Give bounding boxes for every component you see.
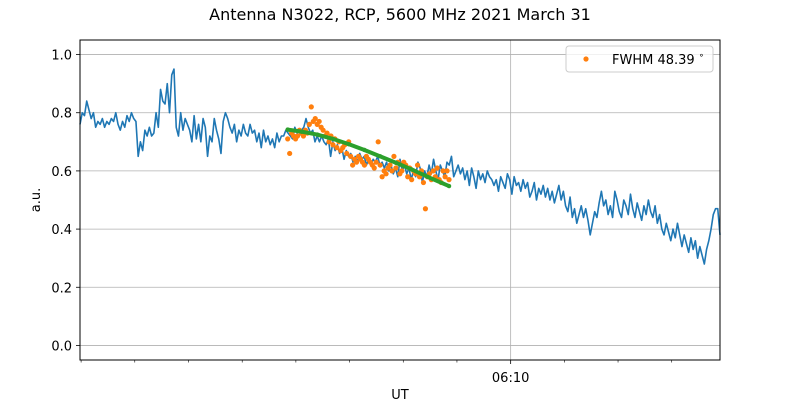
scatter-point-fwhm	[316, 118, 322, 125]
scatter-point-fwhm	[353, 159, 360, 165]
scatter-point-fwhm	[405, 174, 411, 180]
scatter-point-fwhm	[434, 165, 440, 171]
y-tick-label: 1.0	[51, 49, 72, 64]
fit-point	[393, 160, 399, 165]
fit-point	[330, 136, 336, 142]
fit-point	[362, 147, 367, 153]
scatter-point-fwhm	[444, 168, 450, 174]
scatter-point-fwhm	[312, 115, 318, 122]
scatter-point-fwhm	[371, 165, 377, 171]
fit-point	[377, 154, 383, 159]
scatter-point-fwhm	[442, 174, 448, 180]
scatter-point-fwhm	[383, 171, 389, 177]
scatter-point-fwhm	[306, 121, 312, 127]
scatter-point-fwhm	[422, 206, 429, 212]
scatter-point-fwhm	[420, 179, 427, 186]
x-axis-label: UT	[391, 388, 409, 400]
y-tick-label: 0.4	[51, 223, 72, 238]
scatter-point-fwhm	[387, 162, 393, 168]
scatter-point-fwhm	[308, 104, 314, 110]
y-tick-label: 0.2	[51, 281, 72, 296]
y-tick-label: 0.8	[51, 107, 72, 122]
scatter-point-fwhm	[344, 150, 350, 157]
series-layer	[79, 68, 721, 265]
scatter-point-fwhm	[324, 130, 330, 136]
scatter-point-fwhm	[294, 133, 301, 139]
scatter-point-fwhm	[379, 174, 385, 180]
scatter-point-fwhm	[414, 162, 421, 168]
fit-point	[346, 141, 351, 147]
fit-point	[425, 174, 430, 179]
y-tick-label: 0.0	[51, 339, 72, 354]
x-tick-label: 06:10	[492, 371, 529, 386]
scatter-point-fwhm	[285, 136, 291, 142]
fit-point	[299, 129, 304, 134]
scatter-point-fwhm	[391, 153, 397, 159]
y-axis-label: a.u.	[29, 188, 44, 212]
scatter-point-fwhm	[361, 162, 368, 168]
scatter-point-fwhm	[330, 142, 336, 148]
scatter-point-fwhm	[409, 177, 415, 183]
scatter-point-fwhm	[377, 162, 383, 168]
scatter-point-fwhm	[446, 177, 452, 183]
fit-point	[409, 167, 414, 172]
scatter-point-fwhm	[320, 127, 326, 133]
fit-point	[315, 132, 320, 137]
legend-box	[565, 45, 714, 73]
scatter-point-fwhm	[399, 168, 405, 174]
scatter-point-fwhm	[326, 139, 332, 145]
scatter-point-fwhm	[373, 159, 379, 165]
scatter-point-fwhm	[287, 150, 293, 157]
fit-point	[446, 183, 452, 189]
scatter-point-fwhm	[375, 139, 381, 145]
scatter-point-fwhm	[300, 133, 307, 139]
ticks-layer: 0.0 0.2 0.4 0.6 0.8 1.0 06:10	[51, 39, 721, 386]
scatter-point-fwhm	[348, 153, 354, 159]
scatter-point-fwhm	[334, 145, 340, 151]
fit-point	[285, 127, 290, 132]
scatter-point-fwhm	[389, 168, 395, 174]
scatter-point-fwhm	[393, 165, 399, 171]
legend-degree-superscript: ∘	[699, 51, 705, 61]
legend-label-fwhm: FWHM 48.39	[612, 53, 695, 68]
y-tick-label: 0.6	[51, 165, 72, 180]
axes-frame	[79, 39, 721, 361]
legend-entry-fwhm: FWHM 48.39 ∘	[612, 51, 704, 68]
chart-title: Antenna N3022, RCP, 5600 MHz 2021 March …	[209, 5, 591, 24]
scatter-point-fwhm	[430, 168, 436, 174]
series-line-signal	[79, 68, 721, 265]
chart-legend: FWHM 48.39 ∘	[565, 45, 714, 73]
scatter-point-fwhm	[350, 162, 356, 168]
legend-marker-fwhm	[583, 56, 589, 62]
scatter-point-fwhm	[440, 168, 446, 174]
